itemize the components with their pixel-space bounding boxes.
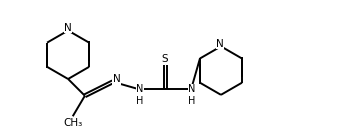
Text: N
H: N H [188,84,196,106]
Text: N
H: N H [136,84,144,106]
Text: S: S [162,54,168,64]
Text: N: N [216,39,224,49]
Text: N: N [113,74,120,84]
Text: N: N [64,23,72,33]
Text: CH₃: CH₃ [63,118,82,128]
